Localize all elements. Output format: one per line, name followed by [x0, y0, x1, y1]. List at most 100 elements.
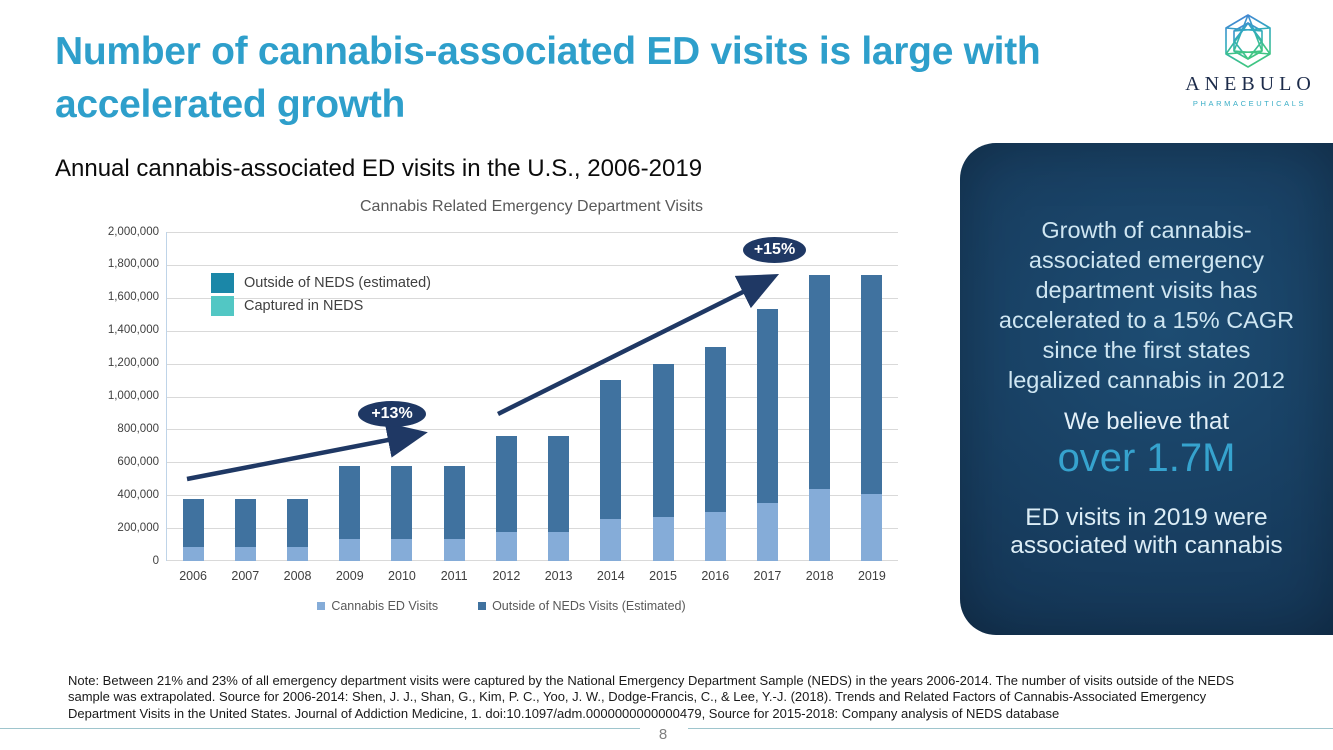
- callout-highlight-value: over 1.7M: [1057, 436, 1236, 480]
- x-axis-tick-label: 2007: [231, 569, 260, 583]
- legend-swatch-outside-icon: [211, 273, 234, 293]
- gridline: [167, 363, 898, 365]
- bar-segment-captured-2013: [548, 532, 570, 561]
- legend-swatch-captured-icon: [211, 296, 234, 316]
- callout-growth-text: Growth of cannabis- associated emergency…: [998, 217, 1295, 393]
- bar-segment-captured-2009: [339, 538, 361, 561]
- bar-segment-outside-2007: [234, 498, 256, 548]
- footnote: Note: Between 21% and 23% of all emergen…: [68, 673, 1235, 721]
- bar-segment-captured-2010: [391, 538, 413, 561]
- x-axis-tick-label: 2009: [335, 569, 364, 583]
- cagr-13-badge: +13%: [358, 401, 426, 427]
- bar-segment-outside-2019: [861, 274, 883, 495]
- legend-label: Outside of NEDs Visits (Estimated): [492, 599, 686, 613]
- logo-wordmark: ANEBULO: [1185, 73, 1316, 95]
- axis-legend: Cannabis ED Visits Outside of NEDs Visit…: [136, 599, 867, 613]
- bar-segment-captured-2018: [809, 488, 831, 561]
- bar-segment-outside-2011: [443, 466, 465, 539]
- x-axis-tick-label: 2006: [179, 569, 208, 583]
- page-number: 8: [658, 726, 668, 743]
- bar-segment-outside-2008: [287, 498, 309, 548]
- plot-area: +13% +15% Outside of NEDS (estimated) Ca…: [108, 226, 898, 583]
- legend-label: Captured in NEDS: [244, 298, 364, 314]
- gridline: [167, 462, 898, 464]
- bar-segment-outside-2010: [391, 466, 413, 539]
- y-axis-tick-label: 1,000,000: [107, 390, 159, 402]
- legend-label: Outside of NEDS (estimated): [244, 275, 431, 291]
- x-axis-tick-label: 2016: [701, 569, 730, 583]
- x-axis-tick-label: 2008: [283, 569, 312, 583]
- y-axis-tick-label: 600,000: [117, 455, 159, 468]
- bar-segment-captured-2011: [443, 538, 465, 561]
- bar-segment-outside-2012: [495, 436, 517, 533]
- x-axis-tick-label: 2013: [544, 569, 573, 583]
- legend-label: Cannabis ED Visits: [331, 599, 439, 613]
- cagr-15-badge: +15%: [743, 237, 806, 263]
- gridline: [167, 429, 898, 431]
- y-axis-tick-label: 1,600,000: [107, 291, 159, 304]
- x-axis-tick-label: 2011: [440, 569, 468, 583]
- logo-tagline: PHARMACEUTICALS: [1192, 99, 1307, 108]
- y-axis-tick-label: 2,000,000: [107, 225, 159, 238]
- x-axis-tick-label: 2012: [492, 569, 521, 583]
- bar-segment-captured-2006: [182, 547, 204, 561]
- legend-item-captured-neds: Captured in NEDS: [211, 296, 431, 316]
- callout-believe-text: We believe that: [1064, 408, 1229, 435]
- bar-segment-captured-2008: [287, 547, 309, 561]
- y-axis-tick-label: 1,400,000: [107, 324, 159, 337]
- chart-inner-legend: Outside of NEDS (estimated) Captured in …: [211, 273, 431, 319]
- bar-segment-outside-2009: [339, 466, 361, 539]
- bar-segment-captured-2014: [600, 519, 622, 561]
- y-axis-tick-label: 200,000: [117, 521, 159, 534]
- x-axis-tick-label: 2018: [805, 569, 834, 583]
- y-axis-tick-label: 400,000: [117, 488, 159, 501]
- bar-segment-captured-2016: [704, 512, 726, 561]
- bar-segment-captured-2017: [756, 502, 778, 561]
- bar-segment-captured-2019: [861, 494, 883, 561]
- y-axis-tick-label: 0: [152, 554, 159, 567]
- hexagon-logo-icon: [1225, 14, 1271, 68]
- chart-title: Cannabis Related Emergency Department Vi…: [360, 198, 703, 215]
- x-axis-tick-label: 2019: [857, 569, 886, 583]
- callout-visits-text: ED visits in 2019 were associated with c…: [1010, 504, 1283, 559]
- gridline: [167, 232, 898, 233]
- callout-panel: Growth of cannabis- associated emergency…: [960, 143, 1333, 635]
- bar-segment-outside-2006: [182, 498, 204, 548]
- bar-segment-outside-2018: [809, 274, 831, 489]
- x-axis-tick-label: 2010: [388, 569, 416, 583]
- y-axis-tick-label: 800,000: [117, 422, 159, 435]
- x-axis-tick-label: 2014: [596, 569, 625, 583]
- x-axis-tick-label: 2015: [649, 569, 677, 583]
- legend-item-outside-neds: Outside of NEDS (estimated): [211, 273, 431, 293]
- bar-segment-captured-2015: [652, 516, 674, 561]
- gridline: [167, 528, 898, 530]
- gridline: [167, 495, 898, 497]
- anebulo-logo: ANEBULO PHARMACEUTICALS: [1178, 13, 1318, 108]
- y-axis-tick-label: 1,800,000: [107, 258, 159, 271]
- bar-segment-outside-2017: [756, 309, 778, 503]
- gridline: [167, 560, 898, 561]
- bar-segment-outside-2015: [652, 363, 674, 517]
- bar-segment-captured-2007: [234, 547, 256, 561]
- gridline: [167, 297, 898, 299]
- legend-swatch-dark-icon: [478, 602, 487, 610]
- legend-item-cannabis-ed-visits: Cannabis ED Visits: [317, 599, 438, 613]
- trend-arrow-2006-2011: [186, 422, 428, 482]
- trend-arrow-2012-2019: [496, 273, 780, 417]
- y-axis-tick-label: 1,200,000: [107, 357, 159, 370]
- trend-arrows: [186, 273, 780, 482]
- footer-divider-right: [688, 728, 1333, 729]
- gridline: [167, 330, 898, 332]
- bar-segment-outside-2014: [600, 380, 622, 520]
- bar-segment-outside-2016: [704, 347, 726, 513]
- chart-heading: Annual cannabis-associated ED visits in …: [55, 155, 703, 182]
- legend-item-outside-neds-visits: Outside of NEDs Visits (Estimated): [478, 599, 686, 613]
- footer-divider-left: [0, 728, 640, 729]
- x-axis-tick-label: 2017: [753, 569, 782, 583]
- page-title: Number of cannabis-associated ED visits …: [55, 30, 1041, 126]
- gridline: [167, 264, 898, 266]
- bar-segment-outside-2013: [548, 436, 570, 533]
- legend-swatch-light-icon: [317, 602, 326, 610]
- bar-segment-captured-2012: [495, 532, 517, 561]
